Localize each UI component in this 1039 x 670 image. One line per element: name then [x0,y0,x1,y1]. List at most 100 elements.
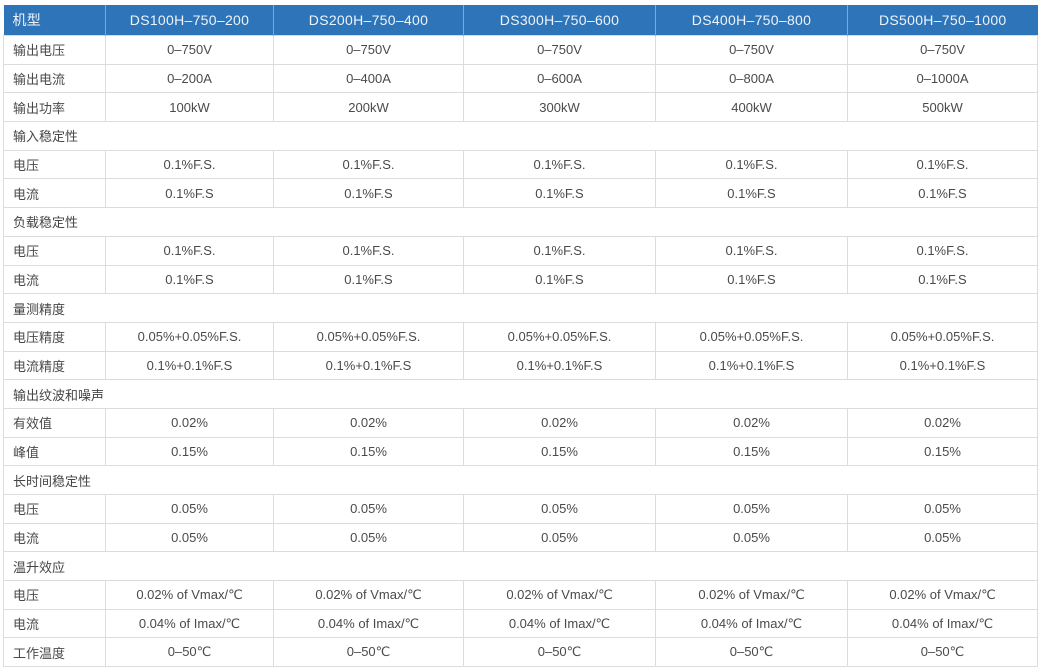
cell-value: 0–50℃ [273,637,464,668]
row-label: 电流 [3,522,106,553]
cell-value: 0.04% of Imax/℃ [463,608,656,639]
section-row: 输入稳定性 [3,121,1038,151]
table-row: 电流精度 0.1%+0.1%F.S 0.1%+0.1%F.S 0.1%+0.1%F.S… [3,350,1038,381]
column-header-model-label: 机型 [3,5,106,36]
column-header-model: DS500H–750–1000 [847,5,1038,36]
row-label: 电流 [3,178,106,209]
cell-value: 200kW [273,92,464,123]
row-label: 电压 [3,580,106,610]
table-row: 电压 0.02% of Vmax/℃ 0.02% of Vmax/℃ 0.02% of… [3,580,1038,610]
cell-value: 0.05% [463,494,656,524]
cell-value: 0.05%+0.05%F.S. [655,321,848,352]
column-header-model: DS200H–750–400 [273,5,464,36]
table-row: 电压 0.1%F.S. 0.1%F.S. 0.1%F.S. 0.1%F.S. 0.1%F.… [3,149,1038,180]
cell-value: 0.02% [655,407,848,438]
cell-value: 0.05% [105,522,274,553]
cell-value: 0.1%F.S [655,178,848,209]
cell-value: 0–750V [273,35,464,65]
cell-value: 0–750V [463,35,656,65]
cell-value: 0.02% [463,407,656,438]
cell-value: 400kW [655,92,848,123]
cell-value: 300kW [463,92,656,123]
table-header-row: 机型 DS100H–750–200 DS200H–750–400 DS300H–750… [3,5,1038,36]
table-row: 输出电流 0–200A 0–400A 0–600A 0–800A 0–1000A [3,63,1038,94]
cell-value: 0.04% of Imax/℃ [105,608,274,639]
cell-value: 0.05% [463,522,656,553]
cell-value: 0.1%F.S [847,178,1038,209]
cell-value: 0.1%+0.1%F.S [655,350,848,381]
spec-table: 机型 DS100H–750–200 DS200H–750–400 DS300H–750… [3,5,1038,668]
table-row: 峰值 0.15% 0.15% 0.15% 0.15% 0.15% [3,436,1038,467]
row-label: 输出电流 [3,63,106,94]
cell-value: 0.04% of Imax/℃ [847,608,1038,639]
cell-value: 0.1%F.S. [105,235,274,266]
cell-value: 0.05%+0.05%F.S. [463,321,656,352]
cell-value: 0.1%F.S. [273,149,464,180]
table-row: 工作温度 0–50℃ 0–50℃ 0–50℃ 0–50℃ 0–50℃ [3,637,1038,668]
section-header: 温升效应 [3,551,1038,582]
section-header: 输出纹波和噪声 [3,379,1038,409]
cell-value: 0–50℃ [463,637,656,668]
row-label: 电压 [3,494,106,524]
cell-value: 0.02% of Vmax/℃ [847,580,1038,610]
column-header-model: DS400H–750–800 [655,5,848,36]
cell-value: 0.05%+0.05%F.S. [273,321,464,352]
cell-value: 0.02% of Vmax/℃ [273,580,464,610]
table-row: 电流 0.1%F.S 0.1%F.S 0.1%F.S 0.1%F.S 0.1%F.S [3,178,1038,209]
row-label: 有效值 [3,407,106,438]
cell-value: 0.1%F.S. [463,149,656,180]
section-row: 温升效应 [3,551,1038,582]
cell-value: 0.1%F.S [273,264,464,295]
cell-value: 0.02% of Vmax/℃ [463,580,656,610]
row-label: 输出电压 [3,35,106,65]
row-label: 峰值 [3,436,106,467]
row-label: 电压精度 [3,321,106,352]
table-row: 电压精度 0.05%+0.05%F.S. 0.05%+0.05%F.S. 0.05%+… [3,321,1038,352]
row-label: 电流 [3,264,106,295]
cell-value: 0.1%F.S [105,178,274,209]
column-header-model: DS300H–750–600 [463,5,656,36]
cell-value: 0.05% [273,522,464,553]
cell-value: 0.1%F.S. [655,149,848,180]
cell-value: 0.1%F.S. [847,235,1038,266]
cell-value: 0.1%+0.1%F.S [105,350,274,381]
row-label: 电流 [3,608,106,639]
cell-value: 0.1%F.S [655,264,848,295]
section-row: 长时间稳定性 [3,465,1038,495]
row-label: 工作温度 [3,637,106,668]
cell-value: 0.05% [847,522,1038,553]
cell-value: 0.1%F.S. [105,149,274,180]
section-header: 长时间稳定性 [3,465,1038,495]
cell-value: 0–50℃ [655,637,848,668]
table-row: 电流 0.1%F.S 0.1%F.S 0.1%F.S 0.1%F.S 0.1%F.S [3,264,1038,295]
table-row: 电流 0.05% 0.05% 0.05% 0.05% 0.05% [3,522,1038,553]
table-row: 电流 0.04% of Imax/℃ 0.04% of Imax/℃ 0.04% of… [3,608,1038,639]
cell-value: 0.1%F.S. [655,235,848,266]
cell-value: 0.04% of Imax/℃ [655,608,848,639]
section-row: 量测精度 [3,293,1038,323]
cell-value: 100kW [105,92,274,123]
cell-value: 0–50℃ [105,637,274,668]
column-header-model: DS100H–750–200 [105,5,274,36]
table-row: 电压 0.05% 0.05% 0.05% 0.05% 0.05% [3,494,1038,524]
cell-value: 0.15% [463,436,656,467]
cell-value: 0–750V [105,35,274,65]
cell-value: 0–600A [463,63,656,94]
cell-value: 0.15% [655,436,848,467]
section-header: 输入稳定性 [3,121,1038,151]
cell-value: 0–50℃ [847,637,1038,668]
cell-value: 0.05% [847,494,1038,524]
row-label: 输出功率 [3,92,106,123]
section-row: 负载稳定性 [3,207,1038,237]
cell-value: 0–1000A [847,63,1038,94]
cell-value: 0.02% [273,407,464,438]
cell-value: 0.02% [847,407,1038,438]
cell-value: 0.15% [847,436,1038,467]
cell-value: 0.1%+0.1%F.S [273,350,464,381]
cell-value: 0–750V [655,35,848,65]
cell-value: 0.1%+0.1%F.S [463,350,656,381]
table-row: 电压 0.1%F.S. 0.1%F.S. 0.1%F.S. 0.1%F.S. 0.1%F.… [3,235,1038,266]
cell-value: 0.05% [655,522,848,553]
cell-value: 0.1%F.S. [273,235,464,266]
cell-value: 0.1%F.S [463,178,656,209]
